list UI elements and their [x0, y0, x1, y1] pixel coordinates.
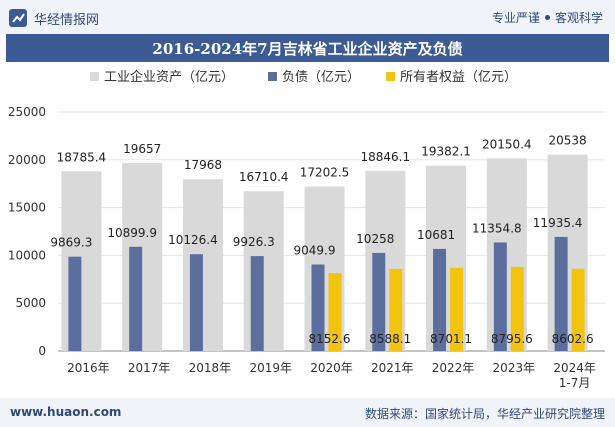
y-axis-ticks: 0 5000 10000 15000 20000 25000: [8, 105, 46, 358]
brand-name: 华经情报网: [34, 12, 100, 28]
equity-bar: [328, 273, 342, 351]
equity-bar: [571, 268, 585, 351]
legend-swatch-1: [90, 72, 99, 81]
chart-area: 工业企业资产（亿元） 负债（亿元） 所有者权益（亿元） 0 5000 10000 1500…: [8, 69, 605, 390]
legend-label-3: 所有者权益（亿元）: [400, 69, 517, 85]
legend-label-2: 负债（亿元）: [282, 70, 360, 85]
equity-value-label: 8701.1: [430, 332, 472, 346]
equity-value-label: 8602.6: [552, 332, 594, 346]
liabilities-bar: [554, 236, 568, 351]
slogan: 专业严谨 客观科学: [492, 9, 603, 26]
x-tick-label: 2022年: [432, 361, 475, 375]
y-tick-label: 25000: [8, 105, 46, 119]
x-tick-label: 2023年: [493, 361, 536, 375]
liabilities-bar: [68, 256, 82, 351]
liabilities-value-label: 9869.3: [50, 236, 92, 250]
liabilities-bar: [129, 246, 143, 351]
legend-label-1: 工业企业资产（亿元）: [104, 69, 234, 85]
x-tick-label: 2024年: [553, 361, 596, 375]
liabilities-value-label: 10126.4: [168, 233, 218, 247]
y-tick-label: 5000: [15, 296, 46, 310]
bars: [61, 154, 588, 351]
separator-dot-icon: [544, 15, 550, 20]
y-tick-label: 20000: [8, 153, 46, 167]
slogan-tag-2: 客观科学: [554, 11, 603, 25]
title-bar: 2016-2024年7月吉林省工业企业资产及负债: [6, 34, 609, 62]
y-tick-label: 10000: [8, 248, 46, 262]
equity-bar: [450, 267, 464, 351]
equity-bar: [510, 266, 524, 351]
legend: 工业企业资产（亿元） 负债（亿元） 所有者权益（亿元）: [90, 69, 517, 85]
y-tick-label: 0: [38, 344, 46, 358]
liabilities-value-label: 9049.9: [294, 243, 336, 257]
assets-value-label: 17202.5: [300, 166, 350, 180]
assets-value-label: 18785.4: [57, 150, 107, 164]
liabilities-bar: [493, 242, 507, 351]
y-tick-label: 15000: [8, 201, 46, 215]
equity-value-label: 8588.1: [369, 332, 411, 346]
assets-value-label: 19657: [123, 142, 161, 156]
website-link[interactable]: www.huaon.com: [10, 405, 122, 419]
top-banner: 华经情报网 专业严谨 客观科学: [0, 0, 615, 34]
x-tick-label: 2021年: [371, 361, 414, 375]
assets-value-label: 20150.4: [482, 137, 532, 151]
data-labels: 18785.4 9869.3 19657 10899.9 17968 10126.4 167…: [50, 134, 593, 346]
x-tick-label: 2019年: [249, 361, 292, 375]
liabilities-value-label: 11354.8: [472, 221, 522, 235]
assets-value-label: 20538: [549, 134, 587, 148]
brand-logo-icon: [9, 9, 27, 27]
x-tick-label: 2018年: [189, 361, 232, 375]
equity-value-label: 8795.6: [491, 332, 533, 346]
liabilities-value-label: 11935.4: [533, 216, 583, 230]
liabilities-value-label: 10899.9: [107, 226, 157, 240]
assets-value-label: 18846.1: [360, 150, 410, 164]
brand: 华经情报网: [8, 8, 99, 28]
x-tick-label: 2017年: [128, 361, 171, 375]
assets-value-label: 17968: [184, 158, 222, 172]
x-tick-label: 2016年: [67, 361, 110, 375]
liabilities-bar: [250, 256, 264, 351]
liabilities-value-label: 10258: [356, 232, 394, 246]
liabilities-bar: [189, 254, 203, 351]
liabilities-bar: [433, 248, 447, 351]
equity-value-label: 8152.6: [309, 332, 351, 346]
legend-swatch-2: [268, 72, 277, 81]
x-tick-label: 1-7月: [559, 376, 591, 390]
slogan-tag-1: 专业严谨: [491, 11, 540, 25]
footer: www.huaon.com 数据来源：国家统计局，华经产业研究院整理: [0, 398, 615, 427]
liabilities-bar: [311, 264, 325, 351]
assets-value-label: 16710.4: [239, 170, 289, 184]
liabilities-value-label: 10681: [417, 228, 455, 242]
x-tick-label: 2020年: [310, 361, 353, 375]
assets-value-label: 19382.1: [421, 145, 471, 159]
legend-swatch-3: [386, 72, 395, 81]
equity-bar: [389, 268, 403, 351]
data-source: 数据来源：国家统计局，华经产业研究院整理: [364, 407, 605, 421]
chart-title: 2016-2024年7月吉林省工业企业资产及负债: [152, 40, 463, 58]
liabilities-value-label: 9926.3: [233, 235, 275, 249]
liabilities-bar: [372, 252, 386, 351]
x-axis-ticks: 2016年 2017年 2018年 2019年 2020年 2021年 2022年 2023年…: [67, 361, 596, 390]
